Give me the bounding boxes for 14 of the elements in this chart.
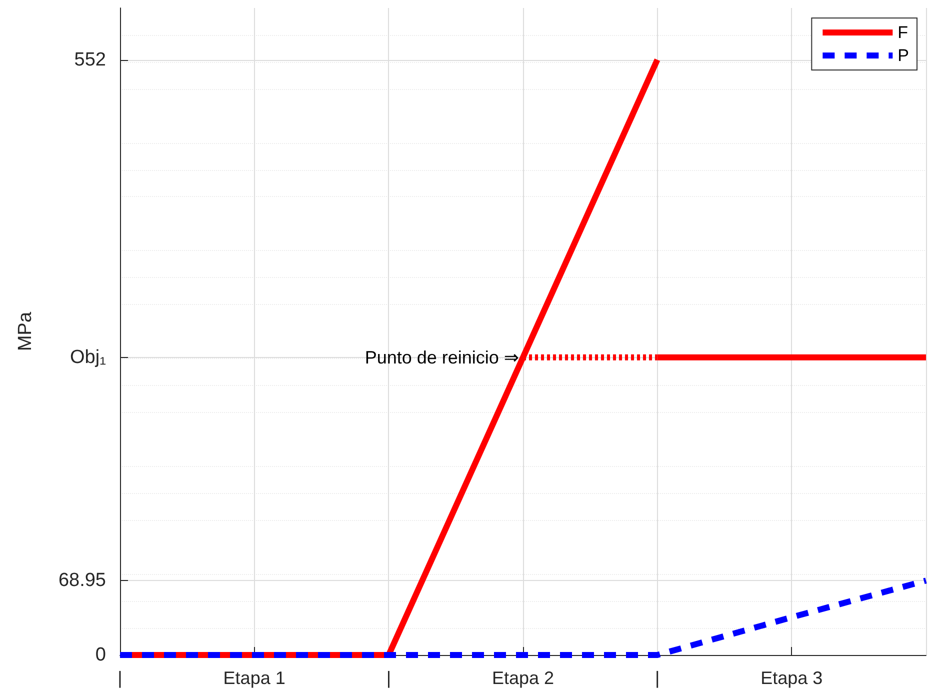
x-tick-label: Etapa 3 [760, 668, 823, 688]
y-tick-label: Obj₁ [70, 346, 106, 368]
x-tick-label: Etapa 1 [223, 668, 286, 688]
legend-label: F [898, 23, 908, 42]
y-tick-label: 68.95 [58, 570, 106, 592]
x-tick-label: | [386, 668, 392, 688]
y-tick-label: 552 [74, 49, 106, 70]
y-tick-label: 0 [95, 644, 106, 666]
x-tick-label: | [118, 668, 122, 688]
annotation: Punto de reinicio ⇒ [364, 347, 519, 368]
legend-label: P [898, 46, 910, 65]
x-tick-label: Etapa 2 [492, 668, 554, 688]
y-axis-title: MPa [15, 312, 36, 352]
x-tick-label: | [654, 668, 660, 688]
